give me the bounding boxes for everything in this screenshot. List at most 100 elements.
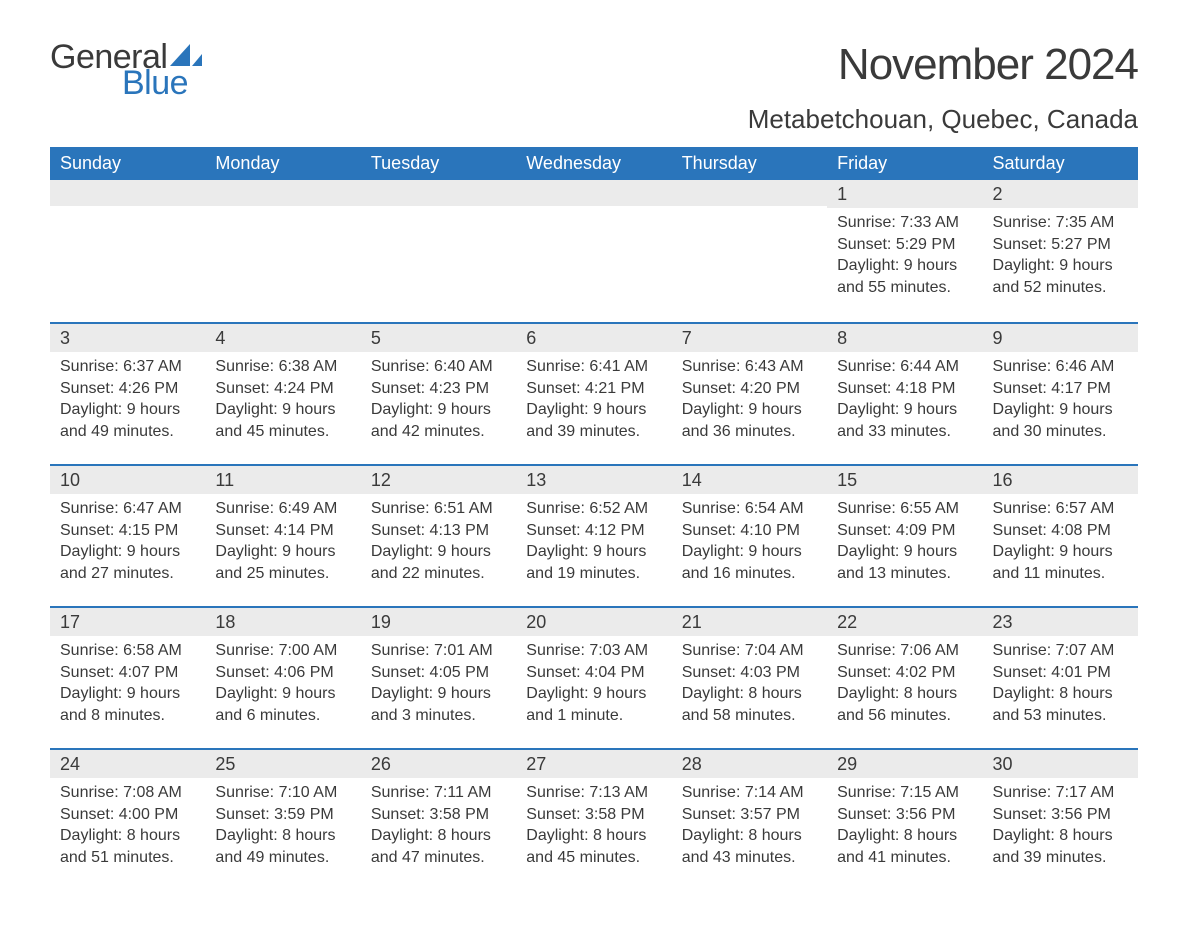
sunrise-line: Sunrise: 6:55 AM — [837, 498, 972, 520]
day-cell: 24Sunrise: 7:08 AMSunset: 4:00 PMDayligh… — [50, 750, 205, 890]
sunrise-line: Sunrise: 7:07 AM — [993, 640, 1128, 662]
day-cell — [50, 180, 205, 322]
day-number: 21 — [672, 608, 827, 636]
day-cell: 18Sunrise: 7:00 AMSunset: 4:06 PMDayligh… — [205, 608, 360, 748]
weekday-header: Thursday — [672, 147, 827, 180]
daylight-line-1: Daylight: 9 hours — [215, 541, 350, 563]
day-cell: 2Sunrise: 7:35 AMSunset: 5:27 PMDaylight… — [983, 180, 1138, 322]
daylight-line-2: and 30 minutes. — [993, 421, 1128, 443]
daylight-line-1: Daylight: 9 hours — [837, 399, 972, 421]
sunset-line: Sunset: 4:03 PM — [682, 662, 817, 684]
sunrise-line: Sunrise: 7:17 AM — [993, 782, 1128, 804]
day-number: 8 — [827, 324, 982, 352]
daylight-line-1: Daylight: 8 hours — [837, 825, 972, 847]
week-row: 17Sunrise: 6:58 AMSunset: 4:07 PMDayligh… — [50, 606, 1138, 748]
daylight-line-1: Daylight: 9 hours — [526, 683, 661, 705]
sunset-line: Sunset: 3:58 PM — [371, 804, 506, 826]
sunrise-line: Sunrise: 6:47 AM — [60, 498, 195, 520]
week-row: 3Sunrise: 6:37 AMSunset: 4:26 PMDaylight… — [50, 322, 1138, 464]
daylight-line-2: and 39 minutes. — [526, 421, 661, 443]
day-number: 26 — [361, 750, 516, 778]
daylight-line-2: and 13 minutes. — [837, 563, 972, 585]
day-number: 30 — [983, 750, 1138, 778]
day-cell: 5Sunrise: 6:40 AMSunset: 4:23 PMDaylight… — [361, 324, 516, 464]
day-number — [516, 180, 671, 206]
daylight-line-1: Daylight: 8 hours — [993, 683, 1128, 705]
day-number: 29 — [827, 750, 982, 778]
day-cell: 22Sunrise: 7:06 AMSunset: 4:02 PMDayligh… — [827, 608, 982, 748]
daylight-line-2: and 6 minutes. — [215, 705, 350, 727]
day-cell: 9Sunrise: 6:46 AMSunset: 4:17 PMDaylight… — [983, 324, 1138, 464]
calendar: SundayMondayTuesdayWednesdayThursdayFrid… — [50, 147, 1138, 890]
day-number: 25 — [205, 750, 360, 778]
title-block: November 2024 Metabetchouan, Quebec, Can… — [748, 40, 1138, 135]
header-bar: General Blue November 2024 Metabetchouan… — [50, 40, 1138, 135]
daylight-line-1: Daylight: 9 hours — [60, 683, 195, 705]
day-cell: 16Sunrise: 6:57 AMSunset: 4:08 PMDayligh… — [983, 466, 1138, 606]
sunset-line: Sunset: 4:02 PM — [837, 662, 972, 684]
day-number — [361, 180, 516, 206]
daylight-line-2: and 52 minutes. — [993, 277, 1128, 299]
sunset-line: Sunset: 4:17 PM — [993, 378, 1128, 400]
week-row: 10Sunrise: 6:47 AMSunset: 4:15 PMDayligh… — [50, 464, 1138, 606]
day-number — [50, 180, 205, 206]
sunset-line: Sunset: 4:23 PM — [371, 378, 506, 400]
daylight-line-2: and 16 minutes. — [682, 563, 817, 585]
week-row: 1Sunrise: 7:33 AMSunset: 5:29 PMDaylight… — [50, 180, 1138, 322]
sunrise-line: Sunrise: 7:13 AM — [526, 782, 661, 804]
daylight-line-2: and 43 minutes. — [682, 847, 817, 869]
day-cell: 14Sunrise: 6:54 AMSunset: 4:10 PMDayligh… — [672, 466, 827, 606]
sunset-line: Sunset: 3:59 PM — [215, 804, 350, 826]
day-cell: 12Sunrise: 6:51 AMSunset: 4:13 PMDayligh… — [361, 466, 516, 606]
day-cell — [672, 180, 827, 322]
daylight-line-1: Daylight: 8 hours — [371, 825, 506, 847]
daylight-line-1: Daylight: 9 hours — [837, 541, 972, 563]
sunset-line: Sunset: 4:06 PM — [215, 662, 350, 684]
daylight-line-2: and 3 minutes. — [371, 705, 506, 727]
day-cell: 11 Sunrise: 6:49 AMSunset: 4:14 PMDayligh… — [205, 466, 360, 606]
sunrise-line: Sunrise: 6:38 AM — [215, 356, 350, 378]
day-cell: 15Sunrise: 6:55 AMSunset: 4:09 PMDayligh… — [827, 466, 982, 606]
daylight-line-1: Daylight: 9 hours — [993, 399, 1128, 421]
day-number — [672, 180, 827, 206]
sunset-line: Sunset: 3:56 PM — [993, 804, 1128, 826]
month-title: November 2024 — [748, 40, 1138, 90]
sunset-line: Sunset: 4:14 PM — [215, 520, 350, 542]
daylight-line-1: Daylight: 9 hours — [371, 541, 506, 563]
sunrise-line: Sunrise: 6:49 AM — [215, 498, 350, 520]
day-number: 5 — [361, 324, 516, 352]
daylight-line-2: and 25 minutes. — [215, 563, 350, 585]
daylight-line-2: and 45 minutes. — [215, 421, 350, 443]
location-subtitle: Metabetchouan, Quebec, Canada — [748, 104, 1138, 135]
sunrise-line: Sunrise: 6:37 AM — [60, 356, 195, 378]
sunset-line: Sunset: 4:20 PM — [682, 378, 817, 400]
day-cell: 26Sunrise: 7:11 AMSunset: 3:58 PMDayligh… — [361, 750, 516, 890]
daylight-line-2: and 56 minutes. — [837, 705, 972, 727]
sunrise-line: Sunrise: 6:43 AM — [682, 356, 817, 378]
daylight-line-1: Daylight: 8 hours — [682, 683, 817, 705]
daylight-line-2: and 33 minutes. — [837, 421, 972, 443]
sunset-line: Sunset: 4:08 PM — [993, 520, 1128, 542]
sunset-line: Sunset: 3:56 PM — [837, 804, 972, 826]
day-number: 14 — [672, 466, 827, 494]
weekday-header-row: SundayMondayTuesdayWednesdayThursdayFrid… — [50, 147, 1138, 180]
daylight-line-2: and 1 minute. — [526, 705, 661, 727]
sunrise-line: Sunrise: 6:58 AM — [60, 640, 195, 662]
day-number: 10 — [50, 466, 205, 494]
daylight-line-2: and 49 minutes. — [60, 421, 195, 443]
daylight-line-2: and 49 minutes. — [215, 847, 350, 869]
day-number: 7 — [672, 324, 827, 352]
weekday-header: Tuesday — [361, 147, 516, 180]
daylight-line-2: and 58 minutes. — [682, 705, 817, 727]
day-number: 11 — [205, 466, 360, 494]
weekday-header: Wednesday — [516, 147, 671, 180]
day-cell — [516, 180, 671, 322]
sunrise-line: Sunrise: 7:06 AM — [837, 640, 972, 662]
sunset-line: Sunset: 4:18 PM — [837, 378, 972, 400]
daylight-line-1: Daylight: 8 hours — [60, 825, 195, 847]
sunrise-line: Sunrise: 6:54 AM — [682, 498, 817, 520]
daylight-line-1: Daylight: 8 hours — [526, 825, 661, 847]
weeks-container: 1Sunrise: 7:33 AMSunset: 5:29 PMDaylight… — [50, 180, 1138, 890]
day-number: 6 — [516, 324, 671, 352]
daylight-line-1: Daylight: 9 hours — [60, 541, 195, 563]
